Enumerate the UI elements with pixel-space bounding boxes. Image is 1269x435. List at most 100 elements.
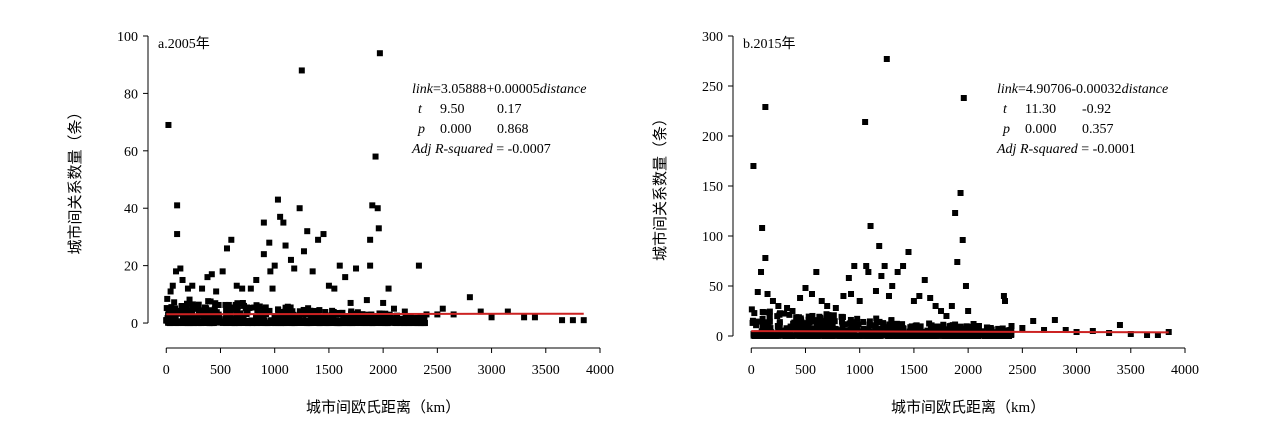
p-row-slope: 0.357	[1082, 122, 1114, 137]
y-tick-label: 50	[709, 280, 723, 295]
scatter-point	[948, 331, 955, 338]
scatter-point	[995, 325, 1002, 332]
scatter-point	[280, 317, 287, 324]
scatter-point	[791, 319, 798, 326]
scatter-point	[876, 243, 883, 249]
scatter-point	[289, 308, 296, 315]
scatter-point	[287, 304, 294, 311]
scatter-point	[813, 321, 820, 328]
scatter-point	[367, 262, 374, 269]
scatter-point	[219, 268, 226, 275]
x-tick-label: 0	[748, 363, 755, 378]
scatter-point	[851, 263, 858, 269]
scatter-point	[863, 263, 870, 269]
scatter-point	[999, 325, 1006, 332]
scatter-point	[756, 331, 763, 338]
scatter-point	[917, 323, 924, 330]
scatter-point	[769, 298, 776, 304]
scatter-point	[247, 285, 254, 292]
scatter-point	[319, 319, 326, 326]
scatter-point	[271, 262, 278, 269]
scatter-point	[415, 262, 422, 269]
scatter-point	[939, 332, 946, 339]
scatter-point	[850, 321, 857, 328]
scatter-point	[834, 327, 841, 334]
scatter-point	[178, 308, 185, 315]
scatter-point	[172, 313, 179, 320]
scatter-point	[866, 332, 873, 339]
scatter-point	[1008, 323, 1015, 329]
scatter-point	[865, 269, 872, 275]
scatter-point	[312, 307, 319, 314]
scatter-point	[986, 325, 993, 331]
scatter-point	[335, 318, 342, 325]
scatter-point	[894, 269, 901, 275]
scatter-point	[253, 276, 260, 283]
scatter-point	[266, 307, 273, 314]
scatter-point	[928, 322, 935, 329]
y-tick-label: 200	[702, 130, 723, 145]
scatter-point	[376, 50, 383, 57]
panel-label: a.2005年	[158, 36, 210, 52]
scatter-point	[832, 305, 839, 311]
scatter-point	[275, 306, 282, 313]
scatter-point	[370, 319, 377, 326]
scatter-point	[754, 289, 761, 295]
scatter-point	[201, 304, 208, 311]
scatter-point	[209, 314, 216, 321]
scatter-point	[194, 305, 201, 312]
scatter-point	[876, 318, 883, 325]
scatter-point	[339, 309, 346, 316]
t-row-label: t	[1003, 102, 1008, 117]
scatter-point	[285, 319, 292, 326]
scatter-point	[781, 310, 788, 317]
y-tick-label: 150	[702, 180, 723, 195]
scatter-point	[195, 301, 202, 308]
scatter-point	[934, 326, 941, 333]
scatter-point	[266, 239, 273, 246]
scatter-point	[959, 237, 966, 243]
scatter-point	[296, 308, 303, 315]
scatter-point	[291, 265, 298, 272]
scatter-point	[326, 315, 333, 322]
y-tick-label: 100	[117, 30, 138, 45]
regression-line	[166, 312, 584, 316]
scatter-point	[808, 318, 815, 325]
scatter-point	[169, 282, 176, 289]
scatter-point	[797, 323, 804, 330]
scatter-point	[838, 318, 845, 325]
scatter-point	[775, 303, 782, 309]
x-tick-label: 2000	[369, 363, 397, 378]
scatter-point	[580, 317, 587, 324]
scatter-point	[199, 285, 206, 292]
scatter-point	[890, 322, 897, 329]
scatter-point	[204, 274, 211, 281]
scatter-point	[823, 311, 830, 318]
scatter-point	[203, 309, 210, 316]
scatter-point	[943, 313, 950, 319]
scatter-point	[927, 326, 934, 333]
scatter-point	[322, 309, 329, 316]
scatter-point	[180, 320, 187, 327]
scatter-point	[347, 299, 354, 306]
scatter-point	[316, 313, 323, 320]
scatter-point	[818, 298, 825, 304]
scatter-point	[298, 67, 305, 74]
scatter-point	[197, 312, 204, 319]
scatter-point	[883, 56, 890, 62]
scatter-point	[233, 282, 240, 289]
scatter-point	[307, 307, 314, 314]
scatter-point	[774, 332, 781, 339]
scatter-point	[390, 305, 397, 312]
scatter-point	[932, 303, 939, 309]
scatter-point	[1154, 332, 1161, 338]
scatter-point	[789, 308, 796, 314]
scatter-point	[759, 225, 766, 231]
scatter-point	[315, 236, 322, 243]
scatter-point	[948, 303, 955, 309]
scatter-point	[402, 312, 409, 319]
scatter-point	[186, 314, 193, 321]
scatter-point	[230, 304, 237, 311]
scatter-point	[762, 104, 769, 110]
scatter-point	[948, 326, 955, 333]
